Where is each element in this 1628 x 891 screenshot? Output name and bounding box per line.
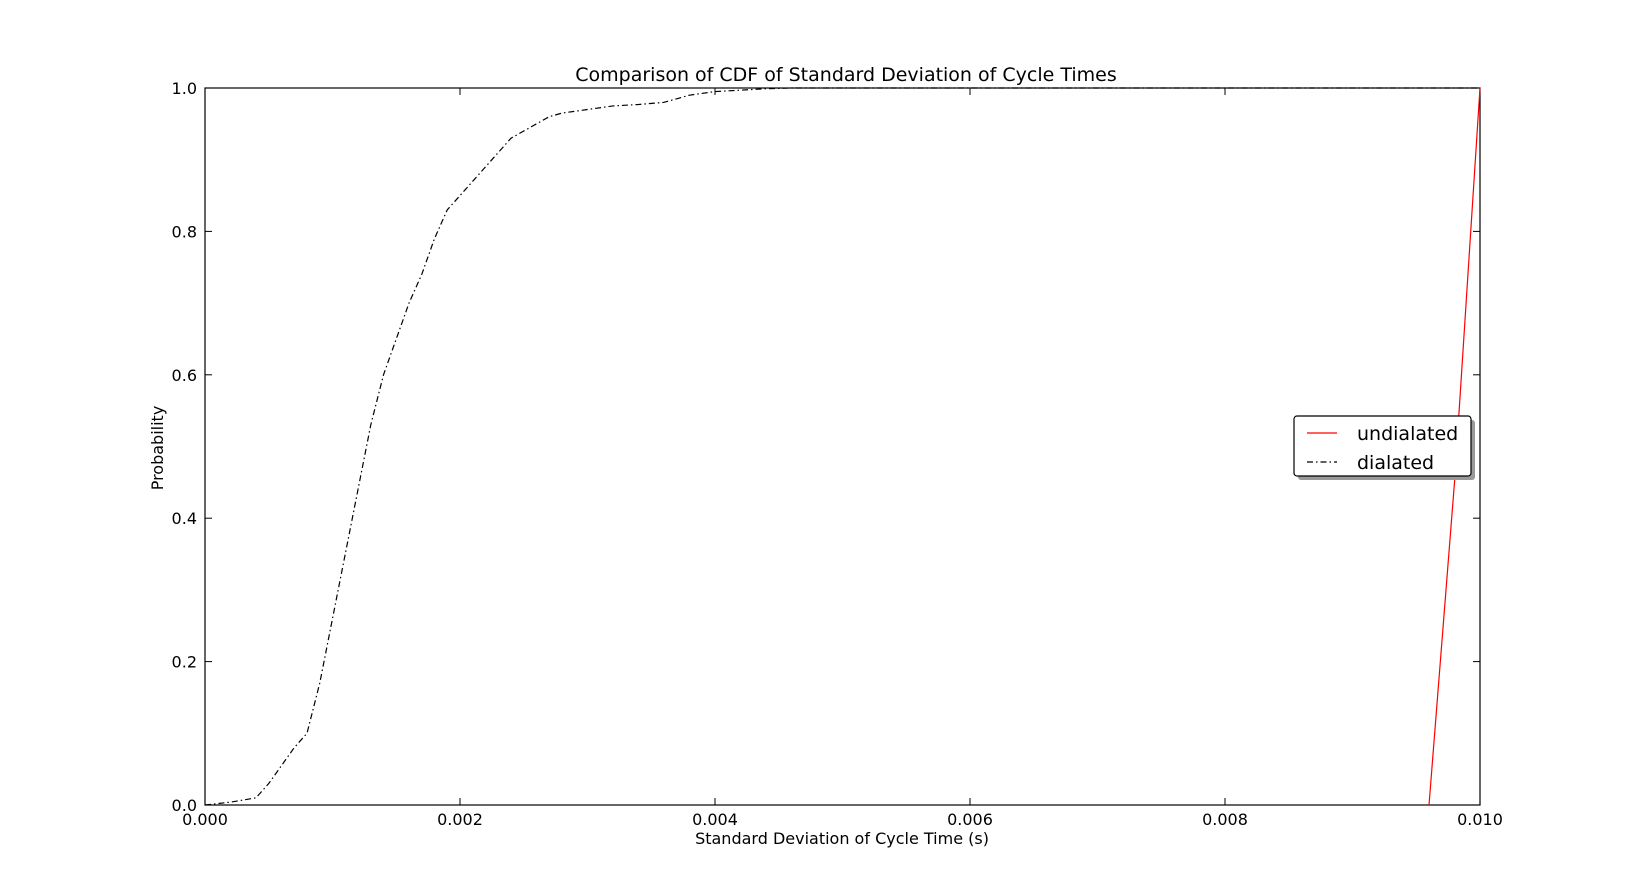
y-tick-label: 0.0 [172,796,197,815]
y-tick-label: 0.6 [172,366,197,385]
x-tick-label: 0.002 [437,810,483,829]
y-axis-label: Probability [148,406,167,491]
y-tick-label: 0.4 [172,509,197,528]
y-tick-label: 0.2 [172,653,197,672]
series-line-undialated [1428,87,1481,806]
x-axis-label: Standard Deviation of Cycle Time (s) [695,829,989,848]
x-tick-label: 0.006 [947,810,993,829]
chart-title: Comparison of CDF of Standard Deviation … [575,64,1116,86]
ticks-layer: 0.000 0.002 0.004 0.006 0.008 0.010 0.0 0.2 0.4 0… [172,79,1503,829]
y-tick-label: 1.0 [172,79,197,98]
series-line-dialated [204,87,1480,806]
legend-label-dialated: dialated [1357,452,1434,474]
legend: undialated dialated [1293,415,1475,480]
x-tick-label: 0.004 [692,810,738,829]
legend-label-undialated: undialated [1357,423,1458,445]
series-layer [204,87,1481,806]
y-tick-label: 0.8 [172,222,197,241]
plot-area-frame [204,87,1481,806]
legend-box [1293,415,1472,477]
x-tick-label: 0.010 [1457,810,1503,829]
x-tick-label: 0.008 [1202,810,1248,829]
x-tick-label: 0.000 [182,810,228,829]
